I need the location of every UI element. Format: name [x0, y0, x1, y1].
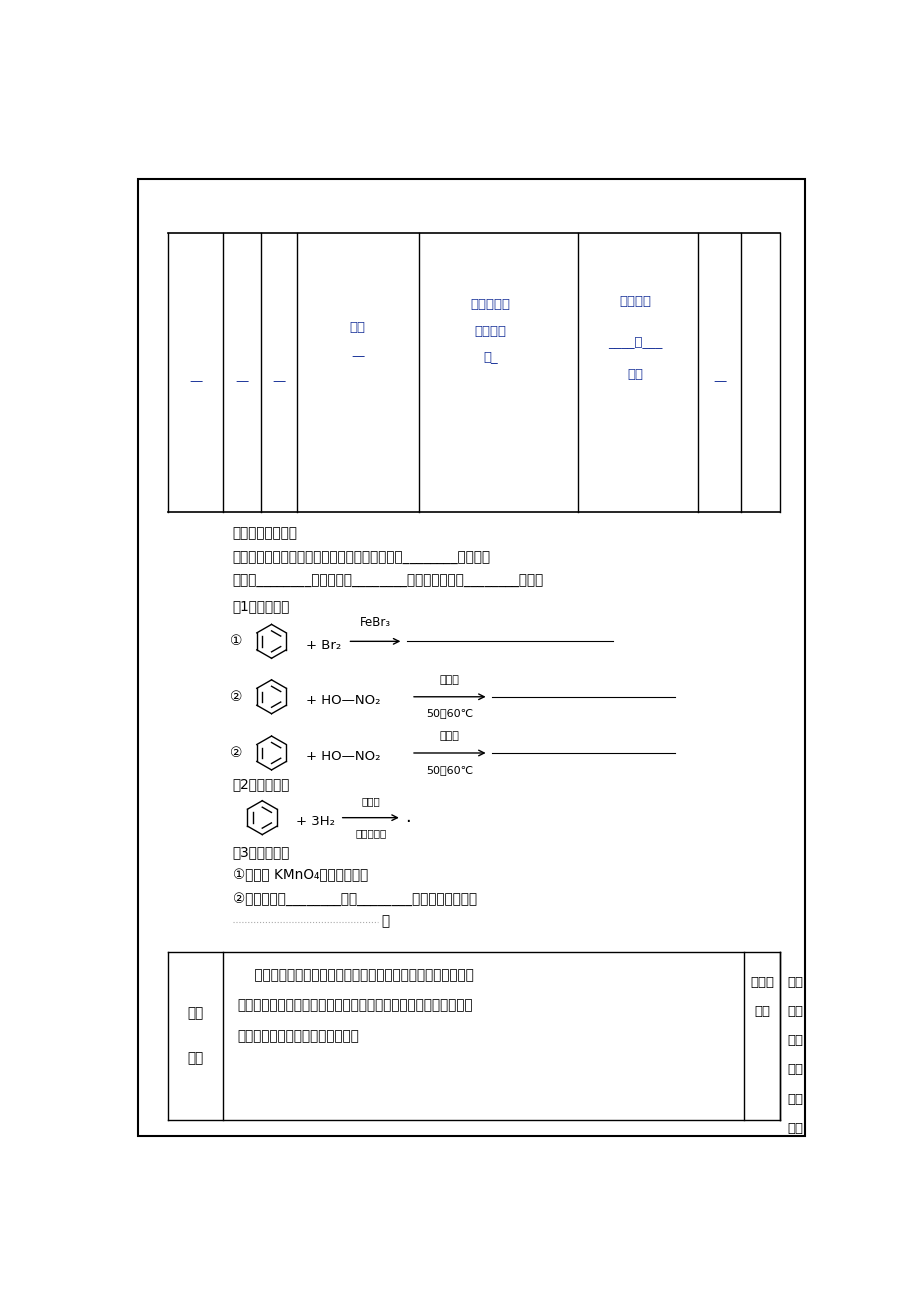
Text: —: — [272, 375, 285, 388]
Text: 浓硫酸: 浓硫酸 [439, 676, 460, 685]
Text: —: — [235, 375, 248, 388]
Text: 聆听、: 聆听、 [749, 975, 773, 988]
Text: ____，___: ____，___ [608, 335, 663, 348]
Text: + HO—NO₂: + HO—NO₂ [306, 750, 380, 763]
Text: 所学: 所学 [787, 1122, 802, 1135]
Text: ②燃烧：火焰________，有________烟，反应方程式为: ②燃烧：火焰________，有________烟，反应方程式为 [233, 892, 476, 905]
Text: 二、苯的化学性质: 二、苯的化学性质 [233, 526, 298, 540]
Text: 不溶于水，: 不溶于水， [471, 298, 510, 311]
Text: ①不能使 KMnO₄酸性溶液褪色: ①不能使 KMnO₄酸性溶液褪色 [233, 868, 368, 883]
Text: 催化剂: 催化剂 [361, 796, 380, 806]
Text: 提醒: 提醒 [787, 975, 802, 988]
Text: 思考: 思考 [754, 1005, 769, 1018]
Text: 中_: 中_ [483, 350, 498, 363]
Text: 比水: 比水 [349, 320, 365, 333]
Text: 50～60℃: 50～60℃ [425, 708, 473, 719]
Text: 结束

新课: 结束 新课 [187, 1005, 203, 1065]
Text: 加热、加压: 加热、加压 [355, 828, 386, 838]
Text: 50～60℃: 50～60℃ [425, 764, 473, 775]
Text: 沸点比较: 沸点比较 [619, 296, 651, 309]
Text: —: — [188, 375, 202, 388]
Text: 。: 。 [381, 914, 390, 928]
Text: （3）氧化反应: （3）氧化反应 [233, 845, 289, 859]
Text: 浓硫酸: 浓硫酸 [439, 732, 460, 741]
Text: 苯分子中的碳碳键介于单键和双键之间，苯既有________的性质，: 苯分子中的碳碳键介于单键和双键之间，苯既有________的性质， [233, 551, 491, 565]
Text: 作业: 作业 [787, 1064, 802, 1077]
Text: （2）加成反应: （2）加成反应 [233, 777, 289, 790]
Text: （1）取代反应: （1）取代反应 [233, 599, 289, 613]
Text: ①: ① [230, 634, 243, 648]
Text: 有机溶剂: 有机溶剂 [474, 324, 506, 337]
Text: 本节课我们要掌握的重点就是认识苯的结构特点，了解苯的化
学性质与结构的关系。课后请完成作业、整理教学案，并预习第二
课时苯的同系物及芳香烃的来源。: 本节课我们要掌握的重点就是认识苯的结构特点，了解苯的化 学性质与结构的关系。课后… [237, 967, 474, 1043]
Text: —: — [712, 375, 725, 388]
Text: —: — [350, 350, 364, 363]
Text: ②: ② [230, 690, 243, 704]
Text: 整理: 整理 [787, 1092, 802, 1105]
Text: 结合: 结合 [787, 1034, 802, 1047]
Text: + Br₂: + Br₂ [306, 639, 341, 652]
Text: 能发生________反应，也有________的性质，能发生________反应。: 能发生________反应，也有________的性质，能发生________反… [233, 574, 543, 589]
Text: + HO—NO₂: + HO—NO₂ [306, 694, 380, 707]
Text: FeBr₃: FeBr₃ [359, 616, 391, 629]
Text: 学生: 学生 [787, 1005, 802, 1018]
Text: 挥发: 挥发 [627, 368, 643, 381]
Text: ·: · [405, 812, 411, 831]
Text: + 3H₂: + 3H₂ [296, 815, 335, 828]
Text: ②: ② [230, 746, 243, 760]
